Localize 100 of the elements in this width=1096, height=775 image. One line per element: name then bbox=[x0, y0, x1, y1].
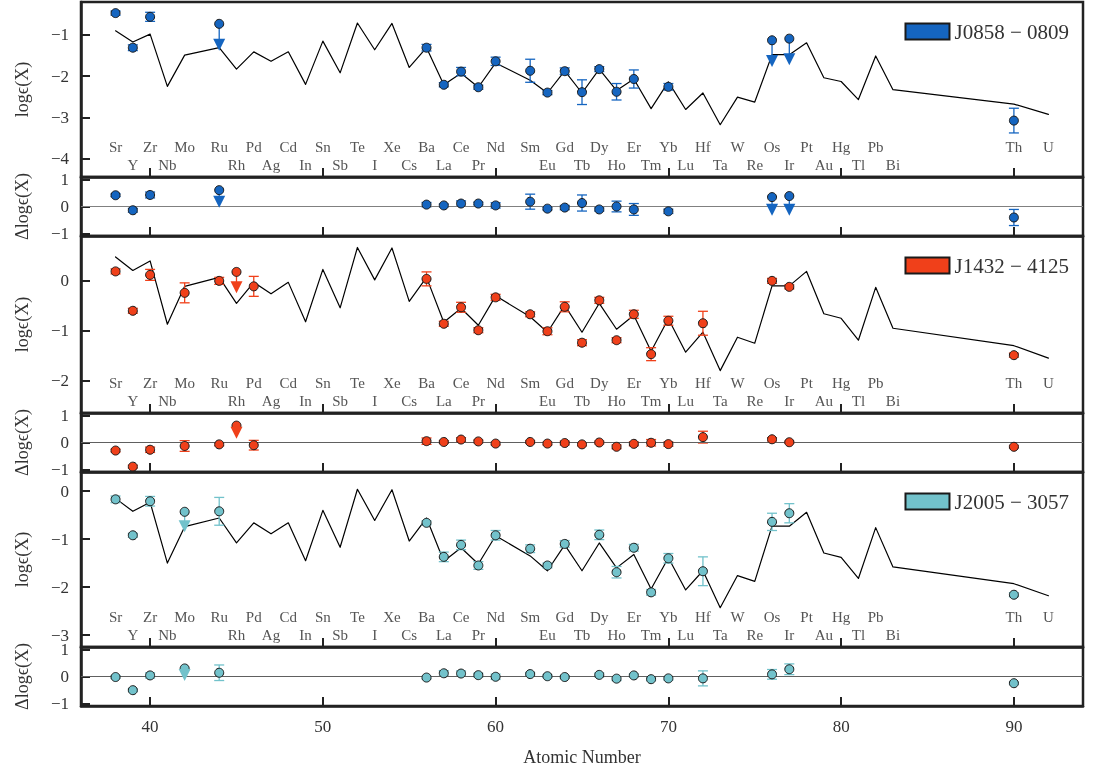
annotation: Tm bbox=[640, 627, 662, 643]
y-tick-label: −4 bbox=[50, 148, 70, 168]
annotation: Dy bbox=[590, 375, 609, 391]
y-tick-label: −2 bbox=[50, 66, 69, 86]
annotation: Y bbox=[127, 627, 139, 643]
annotation: Au bbox=[814, 393, 834, 409]
annotation: Cs bbox=[401, 393, 418, 409]
y-axis-title: Δlogϵ(X) bbox=[12, 409, 33, 476]
annotation: Nb bbox=[158, 627, 177, 643]
annotation: Sm bbox=[520, 375, 541, 391]
annotation: Re bbox=[746, 393, 764, 409]
annotation: Xe bbox=[383, 139, 402, 155]
annotation: Hf bbox=[695, 139, 711, 155]
annotation: Th bbox=[1005, 139, 1023, 155]
annotation: Yb bbox=[659, 609, 678, 625]
annotation: Ru bbox=[210, 139, 229, 155]
annotation: Hf bbox=[695, 375, 711, 391]
annotation: Os bbox=[763, 139, 781, 155]
annotation: Pb bbox=[867, 609, 884, 625]
annotation: Ir bbox=[784, 157, 795, 173]
y-tick-label: −2 bbox=[50, 577, 69, 597]
annotation: Sr bbox=[108, 375, 123, 391]
y-tick-label: −1 bbox=[50, 321, 69, 341]
annotation: Ag bbox=[261, 627, 281, 643]
annotation: Lu bbox=[677, 157, 695, 173]
annotation: Tl bbox=[851, 627, 866, 643]
annotation: Pr bbox=[471, 393, 486, 409]
x-tick-label: 90 bbox=[1005, 717, 1023, 736]
annotation: Ce bbox=[452, 609, 470, 625]
annotation: Au bbox=[814, 627, 834, 643]
annotation: Gd bbox=[555, 139, 575, 155]
annotation: Ho bbox=[607, 157, 626, 173]
annotation: Re bbox=[746, 157, 764, 173]
annotation: Gd bbox=[555, 609, 575, 625]
annotation: Mo bbox=[174, 375, 196, 391]
annotation: Te bbox=[350, 139, 366, 155]
y-tick-label: −1 bbox=[50, 529, 69, 549]
y-tick-label: 1 bbox=[60, 406, 69, 426]
legend-label: J2005 − 3057 bbox=[954, 489, 1069, 514]
y-tick-label: −3 bbox=[50, 107, 69, 127]
annotation: U bbox=[1043, 139, 1055, 155]
annotation: Nb bbox=[158, 157, 177, 173]
y-axis-title: logϵ(X) bbox=[12, 61, 33, 118]
annotation: Pr bbox=[471, 157, 486, 173]
annotation: Eu bbox=[539, 157, 557, 173]
annotation: Pr bbox=[471, 627, 486, 643]
annotation: Xe bbox=[383, 609, 402, 625]
annotation: Zr bbox=[143, 609, 158, 625]
annotation: Hg bbox=[831, 375, 851, 391]
annotation: Ce bbox=[452, 375, 470, 391]
annotation: Tl bbox=[851, 157, 866, 173]
x-tick-label: 70 bbox=[659, 717, 677, 736]
annotation: Nb bbox=[158, 393, 177, 409]
annotation: Ba bbox=[418, 609, 436, 625]
annotation: Nd bbox=[486, 139, 506, 155]
annotation: Re bbox=[746, 627, 764, 643]
annotation: Tb bbox=[573, 157, 591, 173]
annotation: Pt bbox=[800, 609, 814, 625]
x-axis-title: Atomic Number bbox=[523, 747, 641, 767]
x-tick-label: 40 bbox=[141, 717, 159, 736]
annotation: Sb bbox=[332, 393, 349, 409]
annotation: Ru bbox=[210, 609, 229, 625]
annotation: I bbox=[372, 627, 378, 643]
annotation: Au bbox=[814, 157, 834, 173]
annotation: Sm bbox=[520, 139, 541, 155]
annotation: Er bbox=[626, 139, 641, 155]
annotation: Pb bbox=[867, 139, 884, 155]
annotation: Pd bbox=[245, 139, 263, 155]
annotation: Pd bbox=[245, 609, 263, 625]
annotation: Dy bbox=[590, 609, 609, 625]
annotation: Ho bbox=[607, 627, 626, 643]
annotation: La bbox=[435, 157, 453, 173]
annotation: Yb bbox=[659, 375, 678, 391]
annotation: Cs bbox=[401, 627, 418, 643]
annotation: Tb bbox=[573, 393, 591, 409]
annotation: Sn bbox=[314, 139, 332, 155]
annotation: Tl bbox=[851, 393, 866, 409]
annotation: Hf bbox=[695, 609, 711, 625]
y-tick-label: 1 bbox=[60, 170, 69, 190]
annotation: Ho bbox=[607, 393, 626, 409]
annotation: Rh bbox=[227, 627, 246, 643]
annotation: Ba bbox=[418, 139, 436, 155]
annotation: Y bbox=[127, 157, 139, 173]
annotation: Os bbox=[763, 375, 781, 391]
annotation: Y bbox=[127, 393, 139, 409]
annotation: I bbox=[372, 393, 378, 409]
annotation: I bbox=[372, 157, 378, 173]
annotation: Cd bbox=[279, 375, 298, 391]
y-tick-label: −1 bbox=[50, 223, 69, 243]
annotation: Dy bbox=[590, 139, 609, 155]
annotation: Tm bbox=[640, 157, 662, 173]
annotation: Pt bbox=[800, 375, 814, 391]
annotation: W bbox=[730, 139, 746, 155]
y-tick-label: −1 bbox=[50, 25, 69, 45]
annotation: Mo bbox=[174, 609, 196, 625]
annotation: Tm bbox=[640, 393, 662, 409]
annotation: Sn bbox=[314, 375, 332, 391]
annotation: Cd bbox=[279, 609, 298, 625]
y-tick-label: 0 bbox=[60, 481, 69, 501]
annotation: Lu bbox=[677, 627, 695, 643]
